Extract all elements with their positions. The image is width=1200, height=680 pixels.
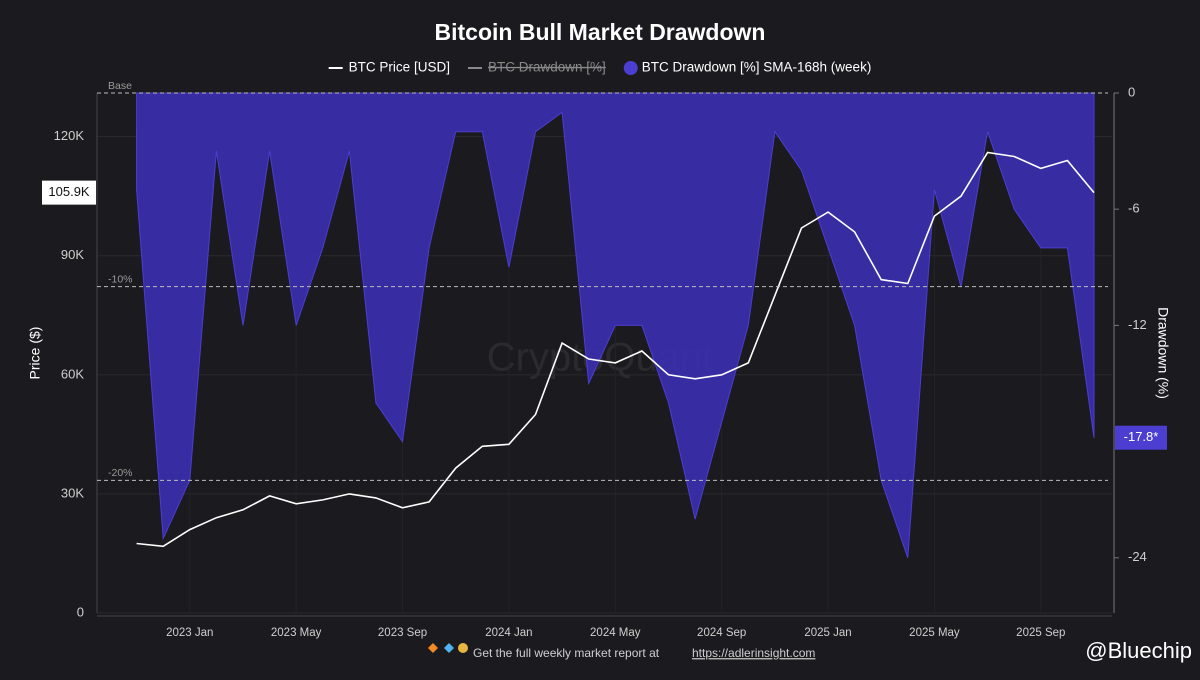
handle: @Bluechip	[1085, 638, 1192, 663]
x-tick-label: 2023 May	[271, 627, 322, 639]
y2-tick-label: -12	[1128, 317, 1147, 332]
legend-item: BTC Drawdown [%]	[467, 60, 606, 75]
y-tick-label: 60K	[61, 366, 84, 381]
x-tick-label: 2023 Sep	[378, 627, 427, 639]
y2-axis-title: Drawdown (%)	[1155, 307, 1171, 399]
chart-title: Bitcoin Bull Market Drawdown	[435, 19, 766, 45]
x-tick-label: 2023 Jan	[166, 627, 213, 639]
drawdown-area	[136, 92, 1095, 558]
legend-item: BTC Drawdown [%] SMA-168h (week)	[623, 60, 872, 75]
legend-swatch	[623, 61, 638, 75]
y-axis-title: Price ($)	[27, 327, 43, 380]
y-tick-label: 120K	[54, 128, 85, 143]
y2-tick-label: -24	[1128, 549, 1147, 564]
x-tick-label: 2024 Jan	[485, 627, 532, 639]
legend-label: BTC Drawdown [%]	[488, 60, 606, 75]
legend-label: BTC Drawdown [%] SMA-168h (week)	[642, 60, 872, 75]
x-tick-label: 2025 Jan	[804, 627, 851, 639]
legend: BTC Price [USD] BTC Drawdown [%] BTC Drawd…	[328, 60, 872, 75]
footer-text: Get the full weekly market report at	[473, 646, 660, 660]
x-tick-label: 2024 May	[590, 627, 641, 639]
y2-tick-label: 0	[1128, 84, 1135, 99]
y-tick-label: 30K	[61, 485, 84, 500]
x-tick-label: 2024 Sep	[697, 627, 746, 639]
reference-label: -20%	[108, 467, 133, 479]
badge-label: 105.9K	[48, 184, 90, 199]
x-tick-label: 2025 Sep	[1016, 627, 1065, 639]
badge-box	[1115, 425, 1167, 450]
y2-tick-label: -6	[1128, 201, 1140, 216]
price-line	[136, 151, 1095, 548]
legend-label: BTC Price [USD]	[349, 60, 450, 75]
badge-box	[42, 180, 96, 205]
footer-icon	[444, 643, 454, 653]
reference-label: -10%	[108, 273, 133, 285]
footer-link[interactable]: https://adlerinsight.com	[692, 646, 815, 660]
legend-item: BTC Price [USD]	[328, 60, 450, 75]
footer-icon	[428, 643, 438, 653]
x-tick-label: 2025 May	[909, 627, 960, 639]
current-value-badge: 105.9K	[42, 180, 96, 205]
reference-label: Base	[108, 80, 132, 92]
badge-label: -17.8*	[1124, 429, 1159, 444]
y-tick-label: 0	[77, 604, 84, 619]
current-value-badge: -17.8*	[1115, 425, 1167, 450]
y-tick-label: 90K	[61, 247, 84, 262]
footer-icon	[458, 643, 468, 653]
footer: Get the full weekly market report at htt…	[428, 638, 1192, 663]
